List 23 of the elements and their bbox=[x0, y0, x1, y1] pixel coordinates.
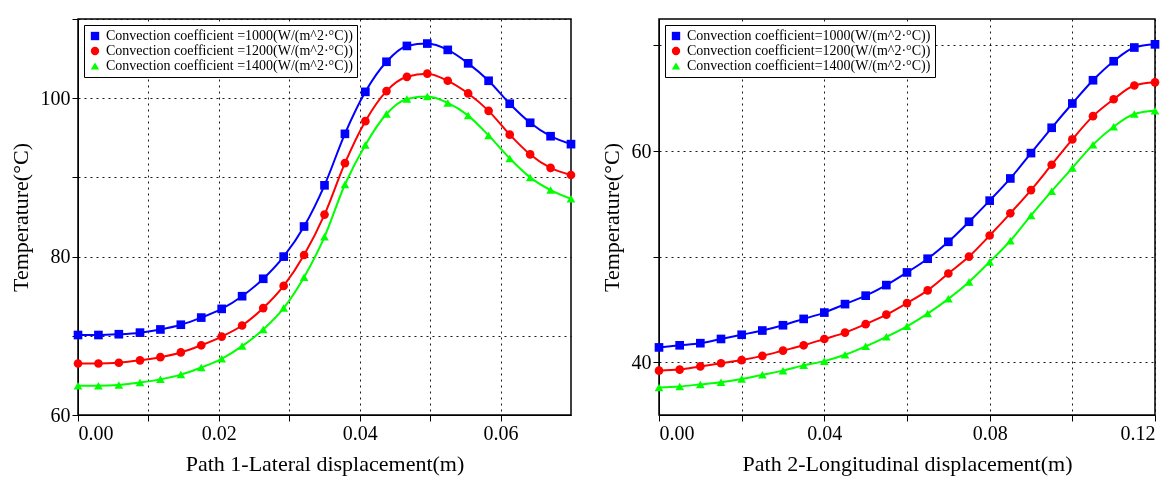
legend-label: Convection coefficient=1000(W/(m^2·°C)) bbox=[687, 28, 931, 44]
legend-label: Convection coefficient =1400(W/(m^2·°C)) bbox=[106, 58, 354, 74]
y-axis-title: Temperature(°C) bbox=[598, 143, 624, 292]
y-axis-title: Temperature(°C) bbox=[7, 143, 33, 292]
x-axis-title: Path 1-Lateral displacement(m) bbox=[185, 450, 465, 476]
x-tick-label: 0.00 bbox=[78, 421, 114, 444]
x-axis-title: Path 2-Longitudinal displacement(m) bbox=[742, 450, 1073, 476]
legend-label: Convection coefficient =1000(W/(m^2·°C)) bbox=[106, 28, 354, 44]
x-tick-label: 0.08 bbox=[972, 421, 1008, 444]
y-tick-label: 80 bbox=[50, 245, 71, 268]
legend-label: Convection coefficient=1400(W/(m^2·°C)) bbox=[687, 58, 931, 74]
legend-label: Convection coefficient =1200(W/(m^2·°C)) bbox=[106, 43, 354, 59]
x-tick-label: 0.12 bbox=[1120, 421, 1156, 444]
x-tick-label: 0.02 bbox=[201, 421, 237, 444]
legend-label: Convection coefficient=1200(W/(m^2·°C)) bbox=[687, 43, 931, 59]
x-tick-label: 0.04 bbox=[807, 421, 843, 444]
y-tick-label: 60 bbox=[50, 403, 71, 426]
x-tick-label: 0.04 bbox=[342, 421, 378, 444]
y-tick-label: 40 bbox=[631, 350, 652, 373]
y-tick-label: 100 bbox=[40, 86, 71, 109]
x-tick-label: 0.00 bbox=[659, 421, 695, 444]
y-tick-label: 60 bbox=[631, 139, 652, 162]
x-tick-label: 0.06 bbox=[483, 421, 519, 444]
